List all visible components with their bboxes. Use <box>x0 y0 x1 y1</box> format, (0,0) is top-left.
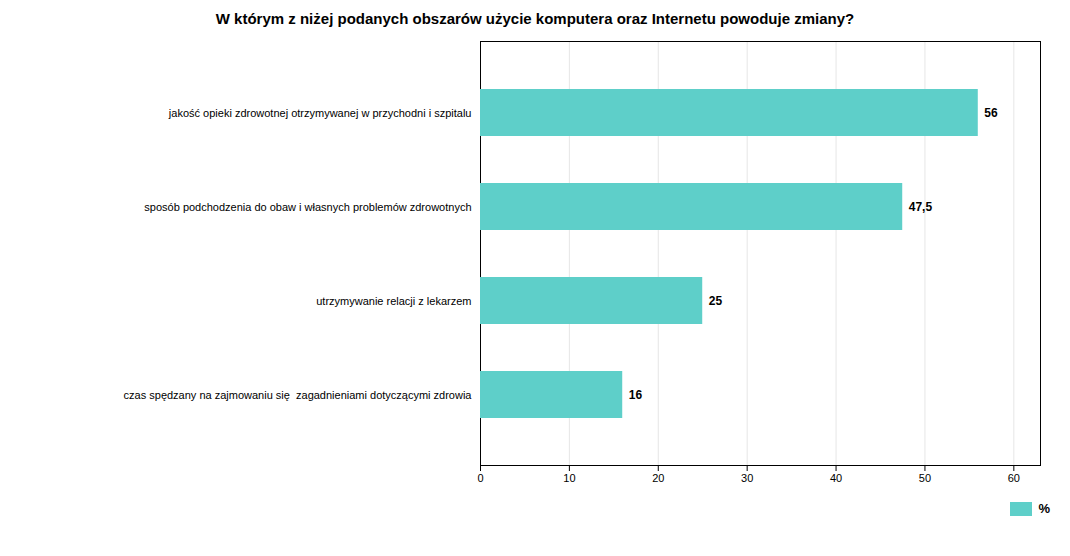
svg-text:56: 56 <box>984 106 998 120</box>
svg-text:0: 0 <box>477 472 483 484</box>
svg-text:10: 10 <box>563 472 575 484</box>
svg-text:sposób podchodzenia do obaw i: sposób podchodzenia do obaw i własnych p… <box>144 201 471 213</box>
svg-text:25: 25 <box>709 294 723 308</box>
svg-text:47,5: 47,5 <box>909 200 933 214</box>
svg-text:40: 40 <box>830 472 842 484</box>
svg-text:16: 16 <box>629 388 643 402</box>
svg-text:20: 20 <box>652 472 664 484</box>
svg-text:czas spędzany na zajmowaniu si: czas spędzany na zajmowaniu się zagadnie… <box>124 389 473 401</box>
svg-text:30: 30 <box>741 472 753 484</box>
svg-text:jakość opieki zdrowotnej otrzy: jakość opieki zdrowotnej otrzymywanej w … <box>168 107 472 119</box>
svg-text:60: 60 <box>1008 472 1020 484</box>
svg-text:utrzymywanie relacji z lekarze: utrzymywanie relacji z lekarzem <box>316 295 471 307</box>
html-text:W którym z niżej podanych obsz: W którym z niżej podanych obszarów użyci… <box>215 10 855 27</box>
svg-text:50: 50 <box>919 472 931 484</box>
